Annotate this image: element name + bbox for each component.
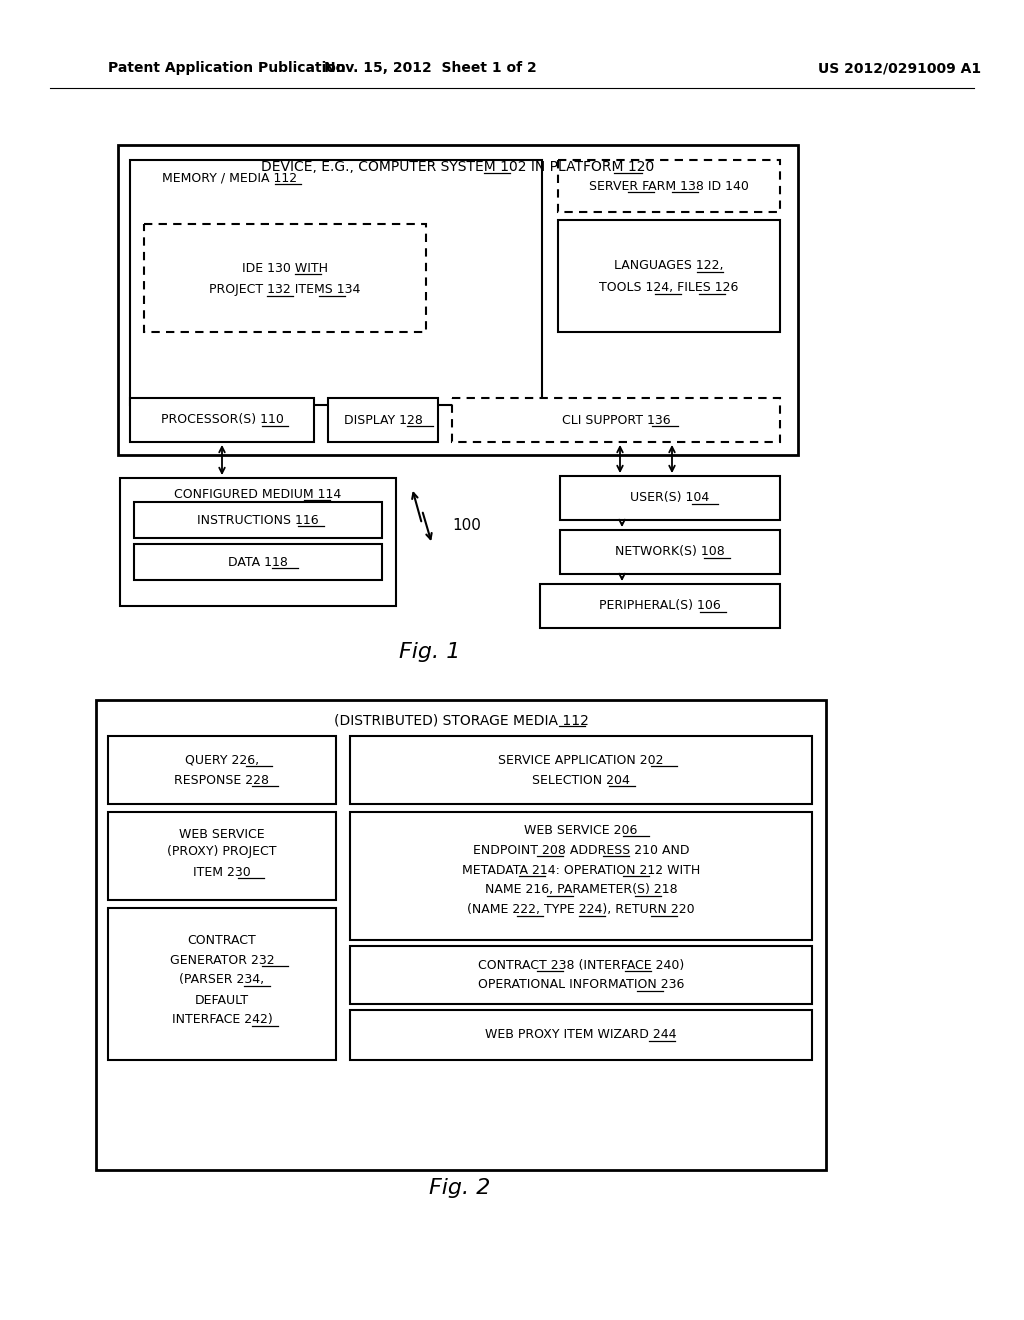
Text: (PROXY) PROJECT: (PROXY) PROJECT [167,846,276,858]
Text: CLI SUPPORT 136: CLI SUPPORT 136 [562,413,671,426]
Text: SERVICE APPLICATION 202: SERVICE APPLICATION 202 [499,754,664,767]
Text: Fig. 2: Fig. 2 [429,1177,490,1199]
Text: GENERATOR 232: GENERATOR 232 [170,953,274,966]
Text: DEFAULT: DEFAULT [195,994,249,1006]
Text: INTERFACE 242): INTERFACE 242) [172,1014,272,1027]
Text: US 2012/0291009 A1: US 2012/0291009 A1 [818,61,982,75]
Bar [144,224,426,333]
Text: Fig. 1: Fig. 1 [399,642,461,663]
Text: SERVER FARM 138 ID 140: SERVER FARM 138 ID 140 [589,180,749,193]
Text: (DISTRIBUTED) STORAGE MEDIA 112: (DISTRIBUTED) STORAGE MEDIA 112 [334,713,589,727]
Bar [452,399,780,442]
Text: SELECTION 204: SELECTION 204 [532,774,630,787]
Bar [120,478,396,606]
Text: DISPLAY 128: DISPLAY 128 [344,413,423,426]
Text: 100: 100 [452,517,481,532]
Bar [108,737,336,804]
Bar [134,544,382,579]
Text: DATA 118: DATA 118 [228,556,288,569]
Bar [328,399,438,442]
Text: MEMORY / MEDIA 112: MEMORY / MEDIA 112 [163,172,298,185]
Text: OPERATIONAL INFORMATION 236: OPERATIONAL INFORMATION 236 [478,978,684,991]
Text: LANGUAGES 122,: LANGUAGES 122, [614,260,724,272]
Bar [108,908,336,1060]
Text: TOOLS 124, FILES 126: TOOLS 124, FILES 126 [599,281,738,294]
Text: INSTRUCTIONS 116: INSTRUCTIONS 116 [198,513,318,527]
Text: ITEM 230: ITEM 230 [194,866,251,879]
Bar [130,399,314,442]
Text: PROJECT 132 ITEMS 134: PROJECT 132 ITEMS 134 [209,284,360,297]
Bar [130,160,542,405]
Bar [118,145,798,455]
Text: QUERY 226,: QUERY 226, [185,754,259,767]
Text: ENDPOINT 208 ADDRESS 210 AND: ENDPOINT 208 ADDRESS 210 AND [473,843,689,857]
Text: Patent Application Publication: Patent Application Publication [108,61,346,75]
Text: IDE 130 WITH: IDE 130 WITH [242,261,328,275]
Text: PERIPHERAL(S) 106: PERIPHERAL(S) 106 [599,599,721,612]
Text: METADATA 214: OPERATION 212 WITH: METADATA 214: OPERATION 212 WITH [462,863,700,876]
Bar [134,502,382,539]
Bar [350,946,812,1005]
Text: Nov. 15, 2012  Sheet 1 of 2: Nov. 15, 2012 Sheet 1 of 2 [324,61,537,75]
Text: RESPONSE 228: RESPONSE 228 [174,774,269,787]
Text: DEVICE, E.G., COMPUTER SYSTEM 102 IN PLATFORM 120: DEVICE, E.G., COMPUTER SYSTEM 102 IN PLA… [261,160,654,174]
Text: (PARSER 234,: (PARSER 234, [179,974,264,986]
Bar [350,812,812,940]
Bar [350,737,812,804]
Text: WEB SERVICE 206: WEB SERVICE 206 [524,824,638,837]
Text: (NAME 222, TYPE 224), RETURN 220: (NAME 222, TYPE 224), RETURN 220 [467,903,695,916]
Text: WEB SERVICE: WEB SERVICE [179,828,265,841]
Text: CONFIGURED MEDIUM 114: CONFIGURED MEDIUM 114 [174,487,342,500]
Bar [108,812,336,900]
Bar [96,700,826,1170]
Text: CONTRACT 238 (INTERFACE 240): CONTRACT 238 (INTERFACE 240) [478,958,684,972]
Text: NAME 216, PARAMETER(S) 218: NAME 216, PARAMETER(S) 218 [484,883,677,896]
Text: PROCESSOR(S) 110: PROCESSOR(S) 110 [161,413,284,426]
Bar [558,160,780,213]
Text: WEB PROXY ITEM WIZARD 244: WEB PROXY ITEM WIZARD 244 [485,1028,677,1041]
Bar [560,531,780,574]
Text: CONTRACT: CONTRACT [187,933,256,946]
Bar [540,583,780,628]
Bar [560,477,780,520]
Bar [558,220,780,333]
Bar [350,1010,812,1060]
Text: NETWORK(S) 108: NETWORK(S) 108 [615,545,725,558]
Text: USER(S) 104: USER(S) 104 [631,491,710,504]
